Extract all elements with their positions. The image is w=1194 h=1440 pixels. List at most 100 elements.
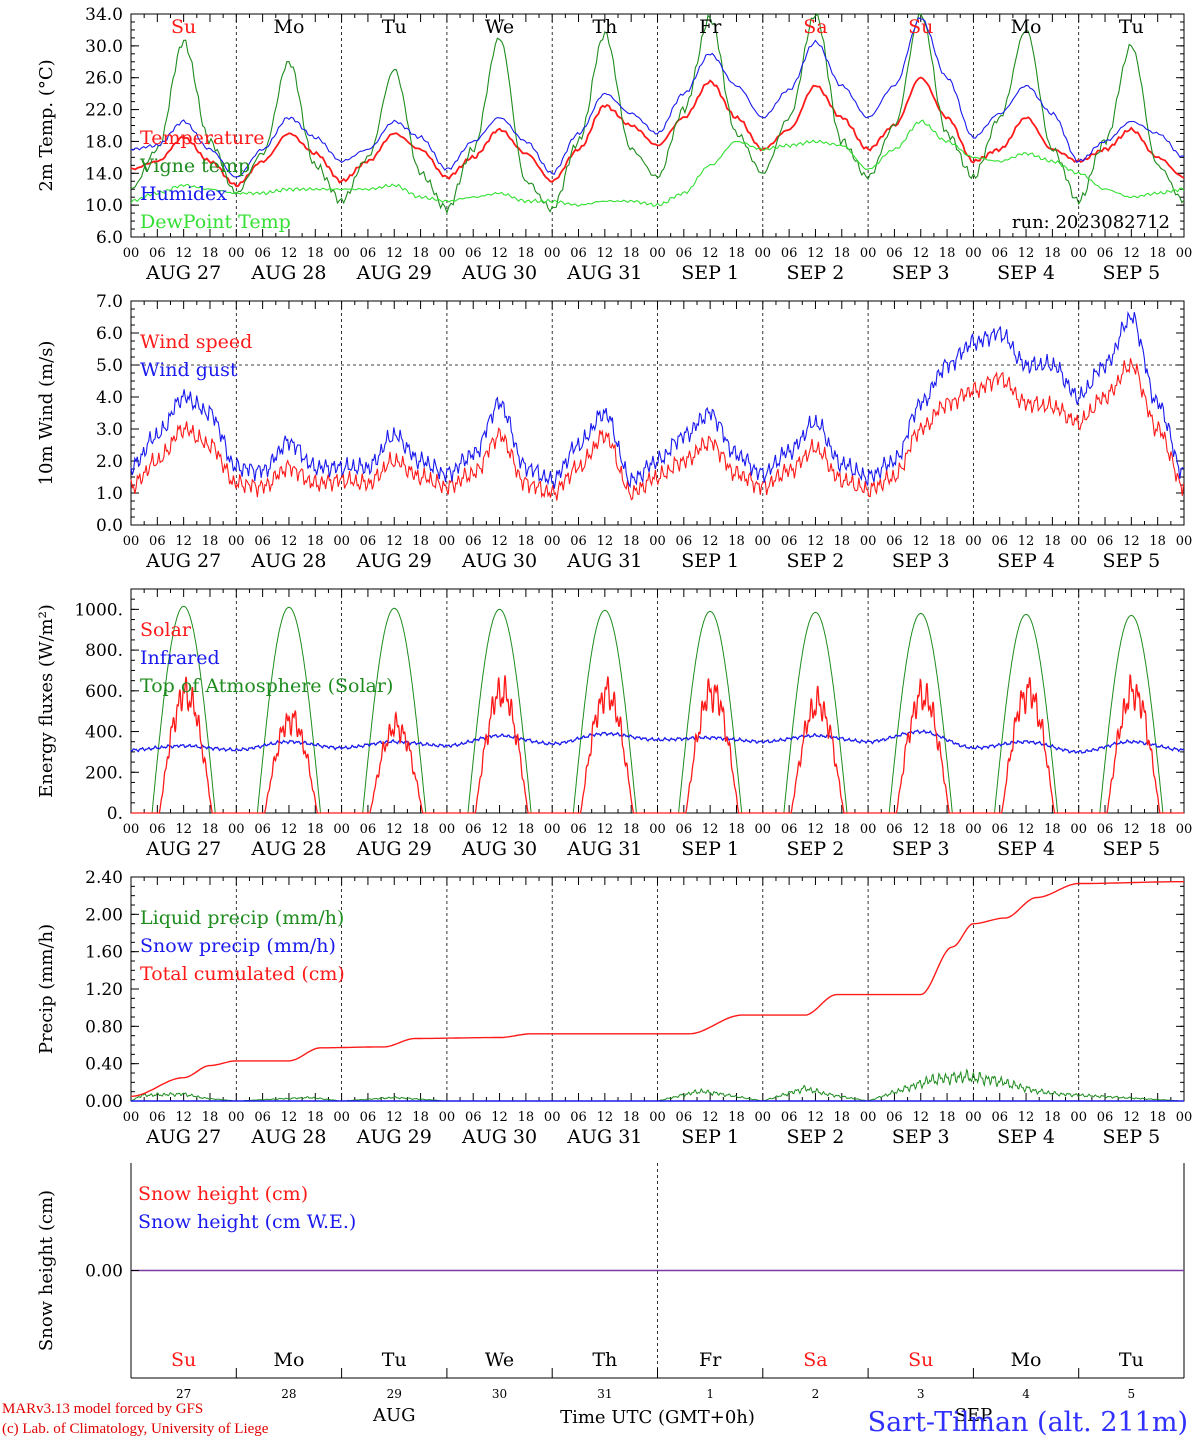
date-label: AUG 27 [145, 838, 221, 860]
y-tick-label: 200. [85, 763, 123, 783]
hour-label: 12 [702, 1110, 719, 1125]
hour-label: 18 [834, 1110, 851, 1125]
hour-label: 18 [939, 246, 956, 261]
hour-label: 12 [597, 822, 614, 837]
y-tick-label: 30.0 [85, 37, 123, 57]
hour-label: 00 [333, 534, 350, 549]
series-line [130, 729, 1185, 754]
legend-entry: DewPoint Temp [140, 211, 291, 233]
panel-3: 0. 200. 400. 600. 800. 1000. Energy fluxes (W/… [36, 588, 1192, 860]
legend-entry: Top of Atmosphere (Solar) [140, 675, 393, 697]
panel-5: 0.00 Snow height (cm) Snow height (cm) Snow… [36, 1163, 1185, 1428]
day-number: 27 [176, 1387, 191, 1401]
hour-label: 00 [439, 534, 456, 549]
hour-label: 00 [965, 1110, 982, 1125]
hour-label: 12 [1018, 534, 1035, 549]
hour-label: 06 [676, 1110, 693, 1125]
y-tick-label: 2.00 [85, 905, 123, 925]
day-number: 28 [281, 1387, 296, 1401]
date-label: AUG 31 [566, 1126, 642, 1148]
y-tick-label: 2.40 [85, 868, 123, 888]
hour-label: 06 [781, 246, 798, 261]
hour-label: 00 [965, 246, 982, 261]
y-tick-label: 34.0 [85, 5, 123, 25]
hour-label: 18 [1149, 1110, 1166, 1125]
hour-label: 18 [1044, 1110, 1061, 1125]
y-tick-label: 4.0 [96, 388, 123, 408]
hour-label: 06 [781, 1110, 798, 1125]
y-tick-label: 0.00 [85, 1262, 123, 1282]
credit-line-2: (c) Lab. of Climatology, University of L… [2, 1421, 269, 1437]
series-line [130, 311, 1184, 489]
series-line [131, 673, 1184, 814]
date-label: SEP 2 [787, 262, 845, 284]
date-label: AUG 27 [145, 262, 221, 284]
hour-label: 00 [755, 822, 772, 837]
hour-label: 06 [991, 822, 1008, 837]
hour-label: 18 [1044, 822, 1061, 837]
weekday-label: We [485, 16, 514, 38]
hour-label: 00 [1176, 246, 1193, 261]
hour-label: 18 [1149, 246, 1166, 261]
hour-label: 00 [123, 246, 140, 261]
hour-label: 06 [149, 246, 166, 261]
hour-label: 12 [1123, 822, 1140, 837]
hour-label: 06 [570, 534, 587, 549]
hour-label: 00 [544, 246, 561, 261]
y-axis-label: Precip (mm/h) [36, 924, 57, 1054]
y-tick-label: 400. [85, 723, 123, 743]
hour-label: 12 [912, 246, 929, 261]
hour-label: 00 [965, 534, 982, 549]
hour-label: 00 [860, 822, 877, 837]
weekday-label: Tu [382, 16, 407, 38]
y-tick-label: 6.0 [96, 228, 123, 248]
hour-label: 06 [1097, 246, 1114, 261]
hour-label: 12 [807, 246, 824, 261]
hour-label: 18 [202, 1110, 219, 1125]
hour-label: 00 [544, 534, 561, 549]
hour-label: 00 [860, 1110, 877, 1125]
hour-label: 06 [360, 1110, 377, 1125]
hour-label: 00 [649, 246, 666, 261]
panel-1: 6.0 10.0 14.0 18.0 22.0 26.0 30.0 34.0 2m Temp. … [36, 5, 1192, 284]
hour-label: 06 [886, 246, 903, 261]
hour-label: 00 [755, 1110, 772, 1125]
hour-label: 06 [360, 534, 377, 549]
hour-label: 12 [1123, 534, 1140, 549]
date-label: SEP 3 [892, 1126, 950, 1148]
hour-label: 06 [149, 822, 166, 837]
y-tick-label: 10.0 [85, 196, 123, 216]
hour-label: 18 [307, 534, 324, 549]
hour-label: 06 [465, 534, 482, 549]
y-tick-label: 1.0 [96, 484, 123, 504]
date-label: SEP 2 [787, 550, 845, 572]
hour-label: 06 [781, 822, 798, 837]
hour-label: 18 [307, 822, 324, 837]
hour-label: 00 [1070, 246, 1087, 261]
hour-label: 00 [123, 534, 140, 549]
series-line [130, 12, 1185, 215]
weekday-label: Tu [382, 1349, 407, 1371]
y-tick-label: 7.0 [96, 292, 123, 312]
weekday-label: Su [171, 16, 196, 38]
hour-label: 00 [1176, 534, 1193, 549]
hour-label: 18 [518, 246, 535, 261]
hour-label: 06 [1097, 822, 1114, 837]
y-tick-label: 0.00 [85, 1092, 123, 1112]
y-tick-label: 6.0 [96, 324, 123, 344]
month-label: AUG [372, 1405, 416, 1426]
hour-label: 12 [702, 534, 719, 549]
series-line [130, 358, 1185, 501]
hour-label: 18 [623, 534, 640, 549]
hour-label: 06 [465, 1110, 482, 1125]
date-label: AUG 28 [250, 1126, 326, 1148]
hour-label: 06 [676, 534, 693, 549]
legend-entry: Humidex [140, 183, 227, 205]
hour-label: 12 [281, 822, 298, 837]
weekday-label: Mo [1011, 16, 1042, 38]
hour-label: 12 [386, 822, 403, 837]
hour-label: 12 [597, 1110, 614, 1125]
hour-label: 12 [1018, 246, 1035, 261]
hour-label: 18 [202, 534, 219, 549]
plot-frame [130, 300, 1185, 526]
